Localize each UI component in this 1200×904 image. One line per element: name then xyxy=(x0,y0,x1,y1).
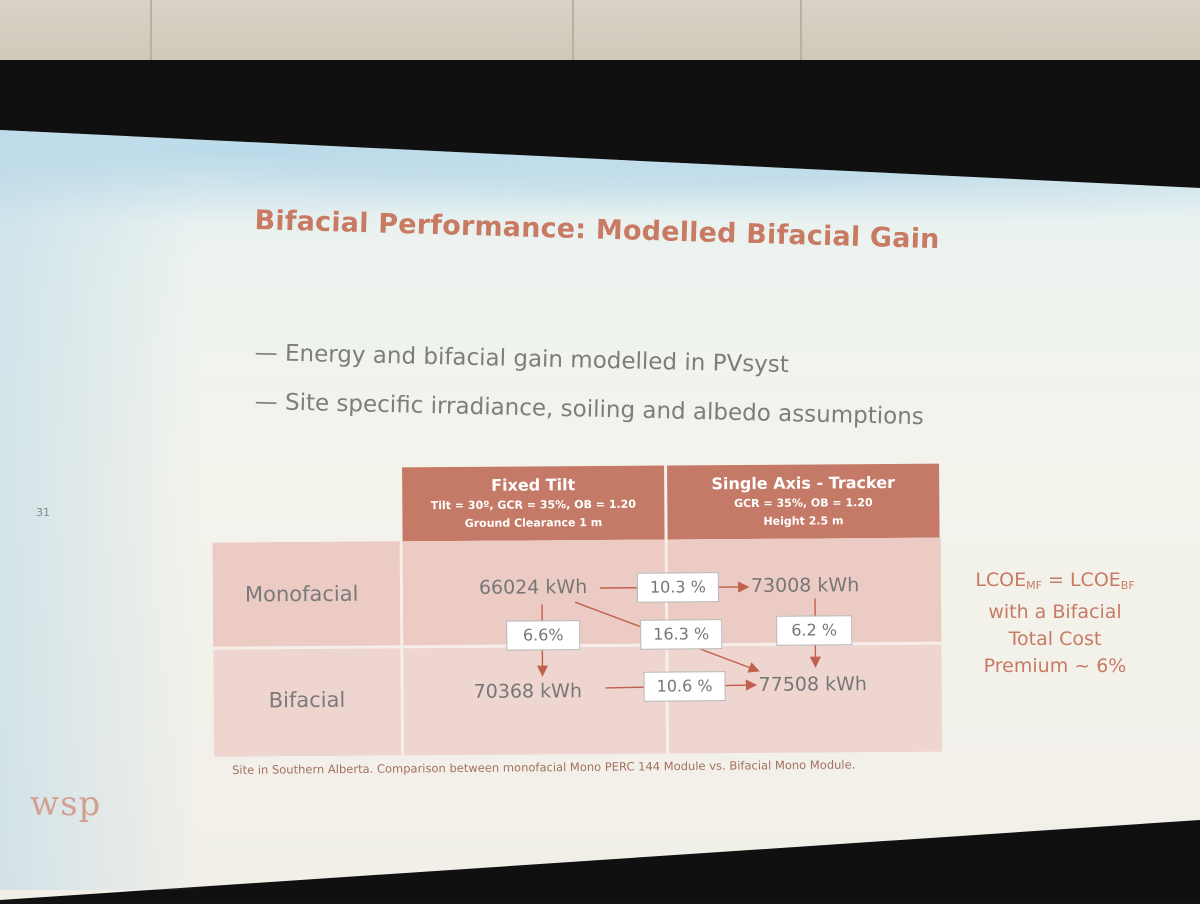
wsp-logo: wsp xyxy=(30,784,101,824)
gain-box-tracker-bifacial: 6.2 % xyxy=(776,615,852,646)
gain-box-diagonal: 16.3 % xyxy=(640,619,722,650)
gain-box-fixed-bifacial: 6.6% xyxy=(506,620,580,651)
gain-box-bi-tracker: 10.6 % xyxy=(644,671,726,702)
lcoe-equals: = xyxy=(1042,569,1070,591)
lcoe-bf-subscript: BF xyxy=(1121,579,1135,592)
lcoe-line-3: Total Cost xyxy=(955,626,1155,653)
lcoe-note: LCOEMF = LCOEBF with a Bifacial Total Co… xyxy=(955,567,1155,680)
lcoe-mf-subscript: MF xyxy=(1026,579,1042,592)
gain-box-mono-tracker: 10.3 % xyxy=(637,572,719,603)
lcoe-equation: LCOEMF = LCOEBF xyxy=(955,567,1155,599)
lcoe-mf: LCOE xyxy=(975,569,1026,591)
lcoe-bf: LCOE xyxy=(1070,569,1121,591)
lcoe-line-4: Premium ~ 6% xyxy=(955,653,1155,680)
lcoe-line-2: with a Bifacial xyxy=(955,599,1155,626)
